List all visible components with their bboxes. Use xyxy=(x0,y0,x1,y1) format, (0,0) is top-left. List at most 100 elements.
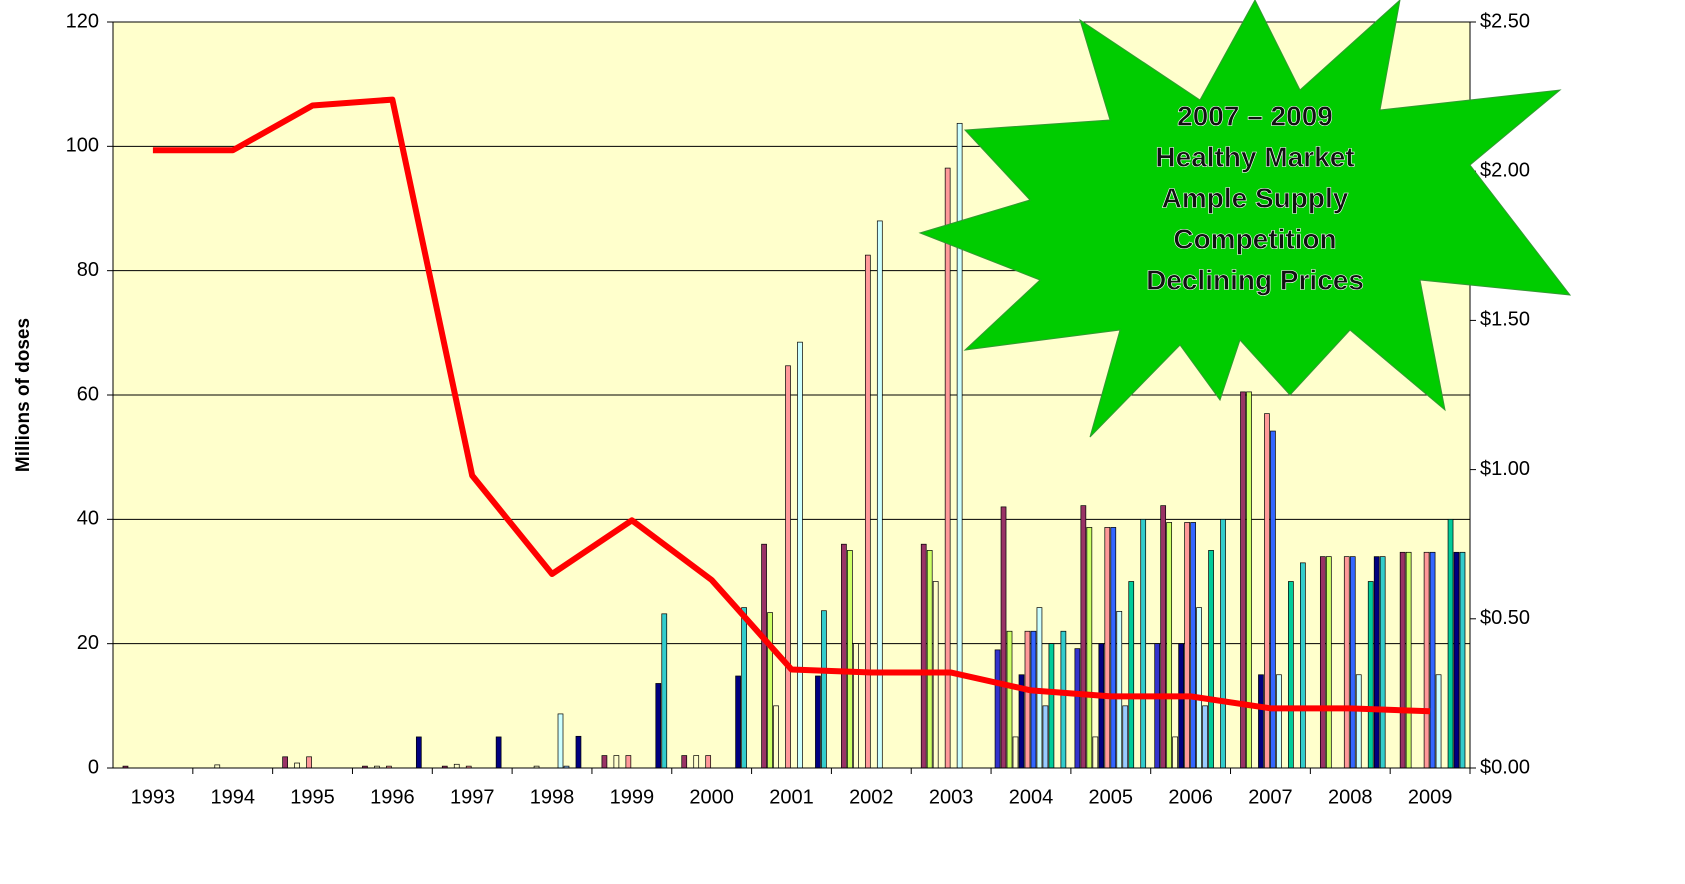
bar xyxy=(1129,582,1134,769)
bar xyxy=(1037,608,1042,768)
bar xyxy=(682,756,687,768)
bar xyxy=(1049,644,1054,768)
bar xyxy=(742,608,747,768)
bar xyxy=(1460,552,1465,768)
y2-tick-label: $2.00 xyxy=(1480,159,1530,181)
bar xyxy=(1350,557,1355,768)
bar xyxy=(1326,557,1331,768)
x-tick-label: 2008 xyxy=(1328,786,1373,808)
bar xyxy=(1374,557,1379,768)
bar xyxy=(496,737,501,768)
bar xyxy=(1123,706,1128,768)
bar xyxy=(614,756,619,768)
bar xyxy=(1400,552,1405,768)
y-tick-label: 20 xyxy=(77,632,99,654)
bar xyxy=(1241,392,1246,768)
bar xyxy=(1430,552,1435,768)
y-tick-label: 100 xyxy=(66,135,99,157)
bar xyxy=(1081,506,1086,768)
bar xyxy=(1320,557,1325,768)
bar xyxy=(1105,527,1110,768)
x-tick-label: 1993 xyxy=(131,786,176,808)
bar xyxy=(1424,552,1429,768)
bar xyxy=(1191,522,1196,768)
bar xyxy=(1007,631,1012,768)
bar xyxy=(662,614,667,768)
annotation-line: Declining Prices xyxy=(1146,264,1364,295)
bar xyxy=(1043,706,1048,768)
bar xyxy=(1141,519,1146,768)
y2-tick-label: $1.50 xyxy=(1480,309,1530,331)
bar xyxy=(307,757,312,768)
bar xyxy=(815,676,820,768)
bar xyxy=(1013,737,1018,768)
bar xyxy=(1344,557,1349,768)
bar xyxy=(945,168,950,768)
bar xyxy=(865,255,870,768)
x-tick-label: 2002 xyxy=(849,786,894,808)
bar xyxy=(416,737,421,768)
bar xyxy=(283,757,288,768)
bar xyxy=(1111,527,1116,768)
annotation-line: Competition xyxy=(1173,223,1336,254)
bar xyxy=(454,764,459,768)
bar xyxy=(921,544,926,768)
annotation-line: Ample Supply xyxy=(1162,182,1349,213)
bar xyxy=(877,221,882,768)
bar xyxy=(1276,675,1281,768)
bar xyxy=(694,756,699,768)
bar xyxy=(1161,506,1166,768)
y2-tick-label: $0.00 xyxy=(1480,756,1530,778)
bar xyxy=(706,756,711,768)
y-axis-label: Millions of doses xyxy=(13,318,34,472)
chart: Millions of doses 020406080100120$0.00$0… xyxy=(0,0,1685,879)
bar xyxy=(295,763,300,768)
x-tick-label: 1994 xyxy=(210,786,255,808)
bar xyxy=(1031,631,1036,768)
x-tick-label: 1997 xyxy=(450,786,495,808)
bar xyxy=(774,706,779,768)
x-tick-label: 2004 xyxy=(1009,786,1054,808)
bar xyxy=(602,756,607,768)
bar xyxy=(1203,706,1208,768)
x-tick-label: 2007 xyxy=(1248,786,1293,808)
bar xyxy=(1001,507,1006,768)
bar xyxy=(1454,552,1459,768)
bar xyxy=(1380,557,1385,768)
bar xyxy=(1167,522,1172,768)
bar xyxy=(1197,608,1202,768)
page: {"chart_data": {"type": "bar", "categori… xyxy=(0,0,1685,879)
bar xyxy=(1258,675,1263,768)
bar xyxy=(841,544,846,768)
y-tick-label: 40 xyxy=(77,508,99,530)
bar xyxy=(1288,582,1293,769)
bar xyxy=(1179,644,1184,768)
x-tick-label: 2000 xyxy=(689,786,734,808)
bar xyxy=(1356,675,1361,768)
bar xyxy=(1075,649,1080,768)
bar xyxy=(1173,737,1178,768)
y-tick-label: 0 xyxy=(88,756,99,778)
bar xyxy=(626,756,631,768)
bar xyxy=(1025,631,1030,768)
bar xyxy=(1155,644,1160,768)
bar xyxy=(927,550,932,768)
bar xyxy=(1270,431,1275,768)
bar xyxy=(1209,550,1214,768)
bar xyxy=(1087,527,1092,768)
bar xyxy=(762,544,767,768)
x-tick-label: 1996 xyxy=(370,786,415,808)
bar xyxy=(1368,582,1373,769)
y2-tick-label: $0.50 xyxy=(1480,607,1530,629)
bar xyxy=(1264,414,1269,768)
bar xyxy=(786,366,791,768)
bar xyxy=(558,714,563,768)
bar xyxy=(995,650,1000,768)
bar xyxy=(656,683,661,768)
y2-tick-label: $1.00 xyxy=(1480,458,1530,480)
x-tick-label: 2001 xyxy=(769,786,814,808)
bar xyxy=(1099,644,1104,768)
x-tick-label: 1999 xyxy=(610,786,655,808)
bar xyxy=(1406,552,1411,768)
x-tick-label: 2005 xyxy=(1089,786,1134,808)
